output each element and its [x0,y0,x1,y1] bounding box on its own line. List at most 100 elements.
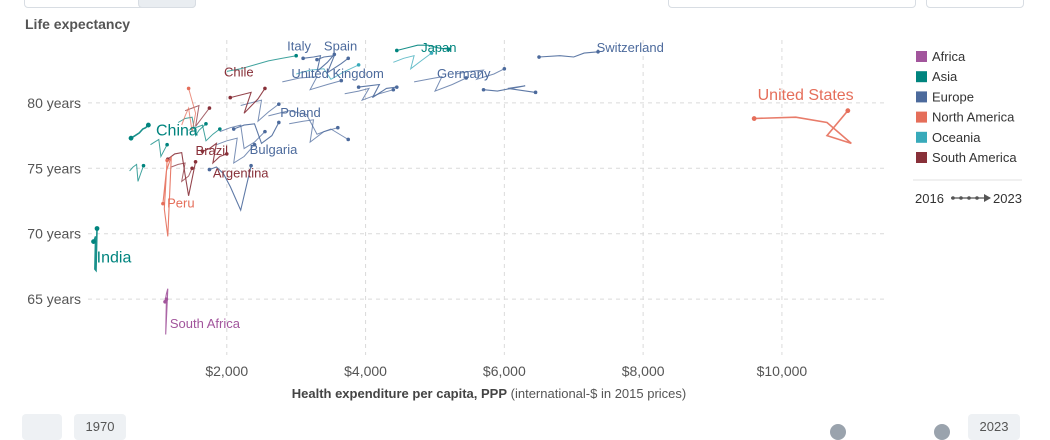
x-tick-label: $6,000 [483,363,526,379]
trajectory-point [391,87,396,92]
series-point [224,152,229,156]
series-point [356,85,361,89]
series-label: Bulgaria [250,142,298,157]
y-tick-label: 65 years [27,291,81,307]
series-point [207,167,212,172]
trajectory-point [356,63,361,67]
trajectory-point [339,78,344,83]
series-label: Peru [167,196,194,211]
trajectory-line [129,163,144,182]
series-line [483,85,536,93]
legend-entry: Africa [932,49,966,64]
series-line [233,122,280,145]
series-point [164,297,169,301]
series-point [533,90,538,95]
time-legend-start: 2016 [915,191,944,206]
trajectory-line [268,110,349,140]
start-year-box[interactable]: 1970 [74,414,126,440]
series-point [346,56,351,61]
series-line [162,156,172,237]
series-line [303,54,335,73]
trajectory-line [219,124,266,150]
series-line [538,51,599,58]
y-tick-label: 70 years [27,226,81,242]
series-point [481,87,486,92]
trajectory-line [150,138,168,159]
series-label: Poland [280,105,320,120]
trajectory-line [414,76,467,93]
share-button[interactable] [926,0,1024,8]
play-button[interactable] [22,414,62,440]
x-tick-label: $8,000 [622,363,665,379]
series-line [164,288,169,335]
y-tick-label: 80 years [27,95,81,111]
trajectory-point [429,51,434,55]
end-year-box[interactable]: 2023 [968,414,1020,440]
legend-entry: North America [932,110,1015,125]
series-point [249,163,253,168]
x-axis-label-main: Health expenditure per capita, PPP [291,386,508,401]
series-label: Japan [421,40,456,55]
trajectory-line [184,104,210,127]
legend-swatch [916,131,927,143]
x-axis-label-unit: (international-$ in 2015 prices) [507,386,687,401]
trajectory-point [336,125,340,130]
legend-swatch [916,71,927,83]
series-line [130,124,149,139]
trajectory-line [296,64,359,80]
series-line [316,55,349,75]
trajectory-point [207,106,212,110]
series-point [161,201,165,206]
series-point [277,120,281,125]
series-label: Germany [437,66,491,81]
series-point [231,127,236,131]
series-label: South Africa [170,316,241,331]
series-line [754,110,852,145]
series-line [230,88,266,114]
series-point [447,47,451,51]
trajectory-point [218,127,222,131]
series-label: Chile [224,65,254,80]
series-label: United Kingdom [291,66,384,81]
time-legend-dot [959,196,963,200]
series-point [165,158,169,163]
time-legend-dot [967,196,971,200]
series-label: India [97,250,132,267]
trajectory-line [393,52,432,71]
trajectory-line [344,87,394,102]
series-point [228,95,233,100]
settings-dropdown[interactable] [668,0,916,8]
series-point [845,108,851,114]
series-line [167,151,197,196]
trajectory-line [226,55,297,72]
trajectory-point [263,129,267,134]
series-label: Spain [324,38,357,53]
series-label: Argentina [213,165,269,180]
trajectory-point [346,137,351,142]
top-controls-bar [0,0,1050,8]
series-point [145,122,151,128]
series-point [537,55,541,59]
timeline-end-handle[interactable] [934,424,950,440]
legend-swatch [916,91,927,103]
series-point [94,226,100,231]
series-label: Italy [287,38,311,53]
series-point [596,49,600,54]
legend-entry: Oceania [932,130,981,145]
timeline-start-handle[interactable] [830,424,846,440]
trajectory-line [216,137,255,164]
table-tab-toggle[interactable] [138,0,196,8]
time-legend-arrow [984,194,991,202]
series-label: Switzerland [597,40,664,55]
chart-title: Life expectancy [25,16,131,32]
trajectory-line [181,88,197,132]
time-legend-dot [975,196,979,200]
series-point [193,159,198,164]
trajectory-point [186,86,191,91]
trajectory-line [282,76,342,91]
series-line [358,83,397,99]
x-tick-label: $10,000 [757,363,808,379]
series-line [209,165,252,212]
chart-canvas: 65 years 70 years 75 years 80 years $2,000 $4… [27,38,1022,379]
timeline-bar [0,412,1050,430]
